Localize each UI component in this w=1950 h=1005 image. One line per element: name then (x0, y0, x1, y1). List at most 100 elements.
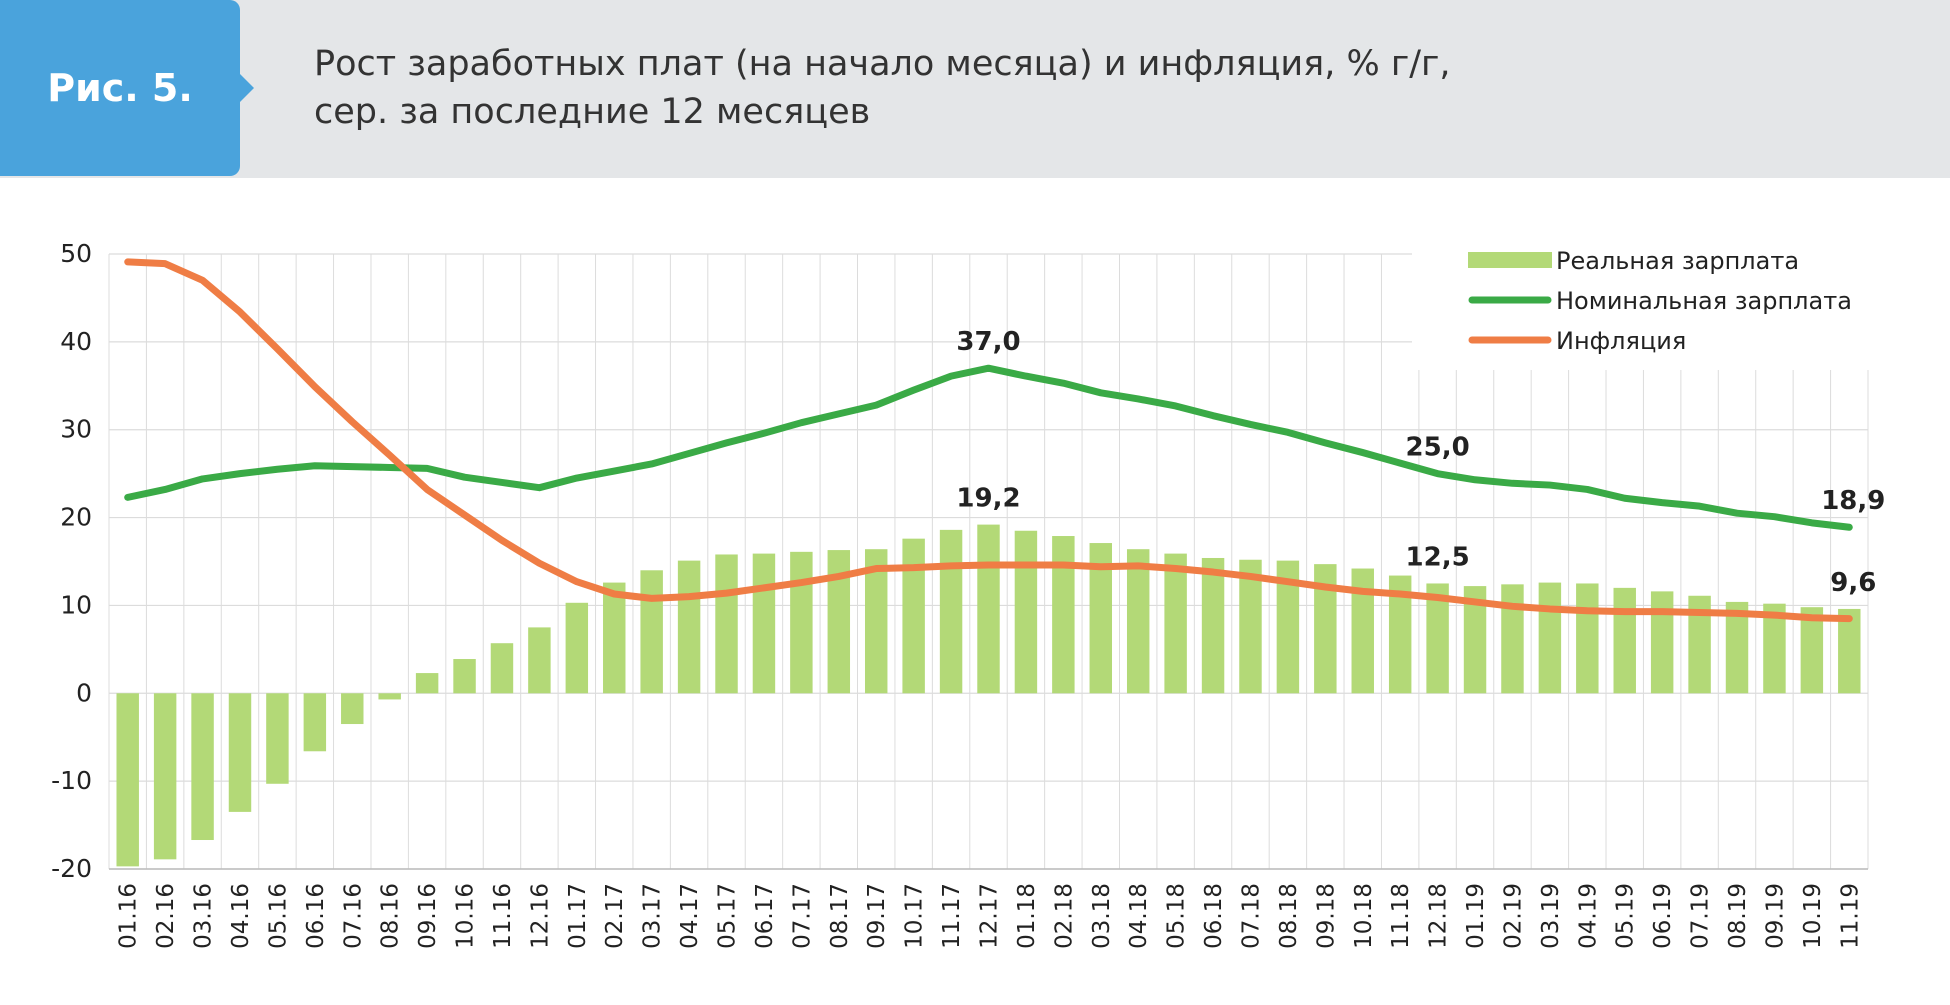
x-tick-label: 01.19 (1463, 883, 1489, 949)
bar (1688, 595, 1711, 694)
bar (1426, 583, 1449, 694)
bar (1052, 536, 1075, 694)
x-tick-label: 10.18 (1351, 883, 1377, 949)
bar (153, 693, 177, 860)
x-tick-label: 03.18 (1089, 883, 1115, 949)
bar (1089, 543, 1113, 694)
chart-title: Рост заработных плат (на начало месяца) … (314, 40, 1451, 136)
bar (827, 550, 851, 694)
y-tick-label: 50 (60, 239, 92, 268)
bar (1800, 607, 1824, 694)
bar (977, 524, 1000, 694)
chart: -20 -10 0 10 20 30 40 50 01.16 02.16 03.16 04.16 05.… (51, 239, 1885, 949)
bar (1576, 583, 1599, 694)
y-tick-label: 30 (60, 415, 92, 444)
bar (603, 582, 626, 694)
y-tick-label: 20 (60, 503, 92, 532)
x-tick-label: 01.18 (1014, 883, 1040, 949)
bar (1501, 584, 1524, 694)
x-tick-label: 07.18 (1238, 883, 1264, 949)
bar (902, 538, 925, 694)
bar (1201, 557, 1225, 694)
bar (1538, 582, 1562, 694)
bar (453, 659, 476, 694)
bar (1388, 575, 1412, 694)
x-tick-label: 10.16 (453, 883, 479, 949)
x-tick-label: 02.19 (1500, 883, 1526, 949)
x-tick-label: 08.19 (1725, 883, 1751, 949)
bar (116, 693, 139, 867)
line (124, 258, 1853, 623)
bar (303, 693, 327, 752)
bar (1838, 608, 1861, 694)
bar (939, 529, 963, 694)
y-tick-label: 40 (60, 327, 92, 356)
bar (490, 643, 514, 694)
x-tick-label: 01.16 (116, 883, 142, 949)
y-tick-label: -10 (51, 766, 92, 795)
bar (266, 693, 289, 784)
bar (1650, 591, 1674, 694)
x-tick-label: 02.18 (1051, 883, 1077, 949)
bar (677, 560, 701, 694)
legend-label: Номинальная зарплата (1556, 287, 1852, 315)
bar (715, 554, 738, 694)
y-tick-label: 10 (60, 590, 92, 619)
bar (341, 693, 364, 725)
x-tick-label: 04.18 (1126, 883, 1152, 949)
bar (191, 693, 214, 841)
x-tick-label: 11.19 (1837, 883, 1863, 949)
value-label: 37,0 (956, 327, 1020, 357)
x-tick-label: 06.16 (303, 883, 329, 949)
legend-swatch (1468, 252, 1552, 268)
x-tick-label: 05.17 (715, 883, 741, 949)
figure-label: Рис. 5. (0, 0, 254, 176)
legend-label: Инфляция (1556, 327, 1686, 355)
x-tick-label: 07.19 (1688, 883, 1714, 949)
x-tick-label: 11.16 (490, 883, 516, 949)
header: Рис. 5. Рост заработных плат (на начало … (0, 0, 1950, 178)
bar (640, 570, 663, 694)
x-tick-label: 05.19 (1613, 883, 1639, 949)
x-tick-label: 08.16 (378, 883, 404, 949)
x-tick-label: 12.18 (1426, 883, 1452, 949)
x-tick-label: 05.16 (265, 883, 291, 949)
x-tick-label: 06.18 (1201, 883, 1227, 949)
x-tick-label: 02.17 (602, 883, 628, 949)
bar (228, 693, 252, 812)
value-label: 18,9 (1821, 486, 1885, 516)
x-tick-label: 03.17 (640, 883, 666, 949)
bar (1126, 549, 1150, 694)
bar (528, 627, 551, 694)
x-tick-label: 02.16 (153, 883, 179, 949)
x-tick-label: 10.19 (1800, 883, 1826, 949)
bar (1314, 564, 1337, 694)
bar (1351, 568, 1374, 694)
x-tick-label: 06.17 (752, 883, 778, 949)
bar (1613, 587, 1636, 694)
title-line: Рост заработных плат (на начало месяца) … (314, 44, 1451, 84)
bar (1014, 530, 1038, 694)
bar (1239, 559, 1262, 694)
value-label: 19,2 (956, 484, 1020, 514)
x-tick-label: 04.16 (228, 883, 254, 949)
x-tick-label: 03.16 (191, 883, 217, 949)
x-tick-label: 04.19 (1575, 883, 1601, 949)
x-tick-label: 10.17 (902, 883, 928, 949)
x-tick-label: 05.18 (1164, 883, 1190, 949)
x-tick-label: 09.18 (1313, 883, 1339, 949)
x-tick-label: 09.16 (415, 883, 441, 949)
bar (752, 553, 776, 694)
bar (1276, 560, 1300, 694)
value-label: 25,0 (1406, 433, 1470, 463)
x-tick-label: 09.19 (1762, 883, 1788, 949)
x-tick-label: 09.17 (864, 883, 890, 949)
x-tick-label: 08.18 (1276, 883, 1302, 949)
x-tick-label: 11.17 (939, 883, 965, 949)
x-tick-label: 01.17 (565, 883, 591, 949)
x-tick-label: 08.17 (827, 883, 853, 949)
x-tick-label: 12.17 (977, 883, 1003, 949)
bar (1725, 601, 1749, 694)
legend-label: Реальная зарплата (1556, 247, 1799, 275)
